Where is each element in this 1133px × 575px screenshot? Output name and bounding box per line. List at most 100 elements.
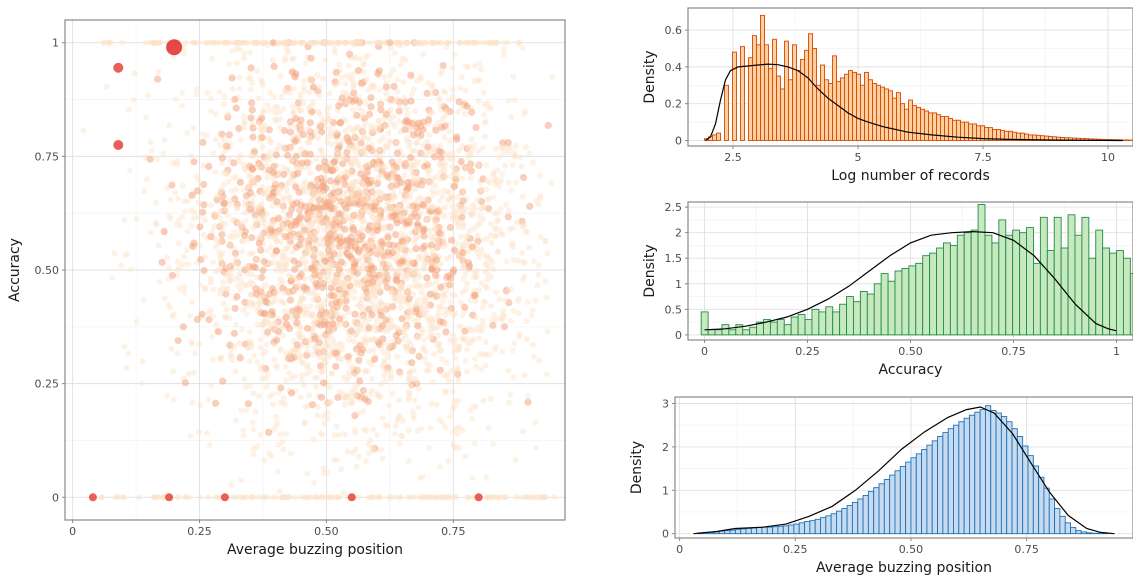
scatter-point [242, 384, 249, 391]
scatter-point [237, 494, 244, 501]
scatter-point [261, 126, 268, 133]
scatter-point [506, 226, 513, 233]
scatter-point [286, 369, 293, 376]
scatter-point [309, 221, 316, 228]
scatter-point [423, 255, 429, 262]
scatter-point [519, 173, 528, 182]
scatter-point [415, 119, 423, 127]
scatter-point [218, 259, 226, 268]
scatter-point [228, 357, 235, 364]
histogram-bar [1032, 262, 1041, 336]
scatter-point [438, 206, 445, 213]
scatter-point [496, 226, 503, 233]
scatter-point [392, 139, 400, 147]
scatter-point [488, 239, 495, 246]
scatter-point [375, 304, 382, 311]
highlight-point [166, 39, 183, 56]
scatter-point [309, 248, 316, 255]
scatter-point [257, 344, 264, 351]
scatter-point [442, 388, 449, 395]
scatter-point [356, 453, 362, 460]
scatter-point [326, 219, 332, 226]
scatter-point [245, 344, 252, 351]
scatter-point [470, 403, 477, 410]
histogram-bar [788, 524, 795, 535]
x-tick-label: 0.25 [783, 543, 808, 556]
scatter-point [376, 393, 383, 400]
scatter-point [221, 169, 227, 176]
histogram-bar [816, 84, 821, 141]
histogram-bar [820, 517, 827, 535]
scatter-point [412, 108, 419, 115]
scatter-point [231, 304, 239, 312]
scatter-point [417, 76, 424, 83]
scatter-point [490, 266, 497, 273]
scatter-point [343, 155, 351, 163]
scatter-point [273, 267, 280, 274]
scatter-point [465, 248, 472, 255]
scatter-point [232, 368, 239, 375]
scatter-point [422, 298, 428, 305]
scatter-point [245, 172, 252, 179]
scatter-point [312, 280, 320, 288]
scatter-point [298, 494, 305, 501]
scatter-point [302, 244, 309, 251]
scatter-point [278, 93, 285, 100]
scatter-point [264, 328, 272, 336]
scatter-point [264, 174, 271, 181]
scatter-point [363, 458, 370, 465]
scatter-point [532, 494, 539, 501]
scatter-point [286, 128, 295, 136]
scatter-point [226, 341, 234, 349]
histogram-bar [873, 283, 882, 336]
scatter-point [467, 175, 474, 181]
scatter-point [427, 241, 435, 249]
scatter-point [221, 39, 227, 46]
scatter-point [407, 71, 415, 79]
scatter-point [121, 217, 128, 224]
y-tick-label: 0 [675, 134, 682, 147]
scatter-point [322, 296, 329, 303]
scatter-point [382, 123, 389, 130]
scatter-point [238, 477, 244, 484]
scatter-point [325, 351, 332, 358]
scatter-point [314, 295, 322, 303]
scatter-point [454, 370, 462, 378]
scatter-point [521, 372, 528, 378]
scatter-point [252, 222, 259, 229]
scatter-point [375, 158, 383, 166]
records-histogram-x-axis-label: Log number of records [831, 168, 990, 184]
scatter-point [502, 287, 510, 295]
scatter-point [195, 213, 202, 220]
scatter-point [326, 213, 333, 220]
scatter-point [505, 179, 512, 186]
scatter-point [284, 179, 291, 186]
scatter-point [518, 217, 526, 225]
histogram-bar [764, 44, 769, 141]
scatter-point [341, 174, 349, 182]
scatter-point [469, 474, 476, 481]
histogram-bar [995, 412, 1002, 535]
scatter-point [490, 311, 497, 318]
histogram-bar [920, 108, 925, 141]
scatter-point [160, 227, 168, 235]
histogram-bar [947, 428, 954, 535]
scatter-point [459, 335, 466, 342]
scatter-point [479, 326, 486, 333]
scatter-point [202, 217, 209, 224]
scatter-point [285, 211, 293, 219]
scatter-point [464, 494, 471, 501]
scatter-point [406, 153, 415, 162]
scatter-point [326, 230, 334, 238]
scatter-point [289, 234, 295, 241]
scatter-point [462, 270, 469, 277]
scatter-point [180, 261, 187, 268]
x-tick-label: 0.50 [898, 345, 923, 358]
scatter-point [246, 205, 254, 214]
scatter-point [472, 403, 479, 410]
scatter-point [244, 39, 251, 46]
scatter-point [437, 148, 445, 156]
scatter-point [359, 108, 366, 115]
scatter-point [418, 309, 425, 316]
scatter-point [241, 118, 248, 125]
